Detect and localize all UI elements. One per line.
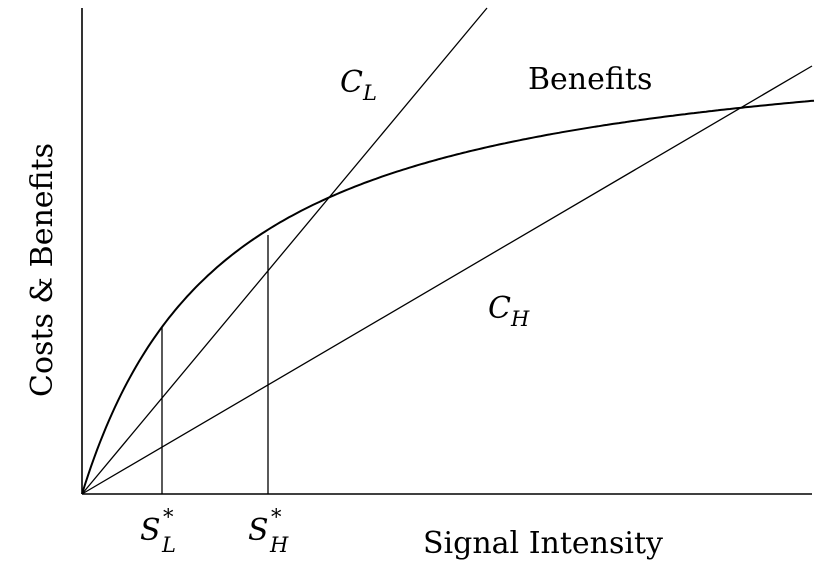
svg-text:*: * — [163, 505, 174, 529]
x-axis-label: Signal Intensity — [423, 526, 663, 561]
y-axis-label: Costs & Benefits — [25, 143, 60, 397]
benefits-curve — [81, 99, 815, 495]
svg-text:S: S — [140, 513, 161, 548]
cost-high-label: CH — [488, 291, 530, 331]
svg-text:S: S — [248, 513, 269, 548]
svg-text:L: L — [161, 533, 176, 557]
s-low-label: S * L — [140, 505, 176, 557]
svg-text:H: H — [269, 533, 289, 557]
svg-text:*: * — [271, 505, 282, 529]
s-high-label: S * H — [248, 505, 289, 557]
cost-high-line — [81, 65, 813, 495]
benefits-label: Benefits — [528, 62, 652, 97]
cost-low-label: CL — [340, 65, 377, 105]
cost-low-line — [81, 7, 488, 495]
